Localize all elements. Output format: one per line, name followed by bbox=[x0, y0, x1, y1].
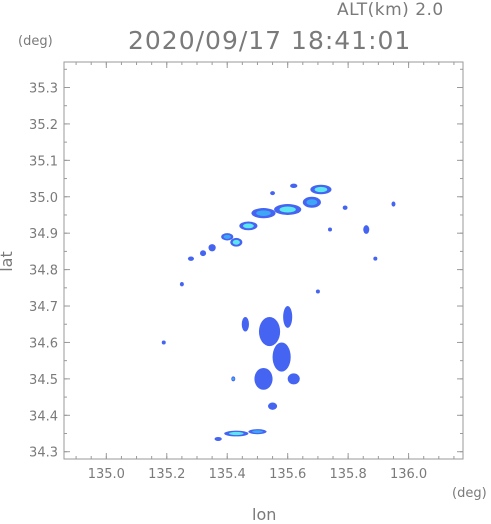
echo-cell bbox=[391, 201, 396, 207]
x-tick-label: 135.0 bbox=[88, 467, 125, 482]
echo-cell bbox=[328, 227, 332, 232]
x-tick-label: 135.8 bbox=[330, 467, 367, 482]
echo-core bbox=[232, 377, 235, 381]
echo-cell bbox=[268, 402, 278, 410]
y-tick-label: 35.0 bbox=[29, 191, 58, 206]
echo-cell bbox=[187, 256, 194, 261]
echo-cell bbox=[342, 205, 348, 210]
echo-cell bbox=[161, 340, 166, 345]
x-axis-unit: (deg) bbox=[452, 486, 487, 501]
echo-core bbox=[229, 431, 244, 436]
x-tick-label: 135.2 bbox=[148, 467, 185, 482]
echo-core bbox=[256, 210, 271, 216]
y-tick-label: 34.7 bbox=[29, 300, 58, 315]
y-tick-label: 35.1 bbox=[29, 154, 58, 169]
y-tick-label: 34.3 bbox=[29, 446, 58, 461]
x-tick-label: 135.4 bbox=[209, 467, 246, 482]
tick-layer: 135.0 135.2 135.4 135.6 135.8 136.0 34.3 34.4 34… bbox=[29, 62, 463, 482]
echo-core bbox=[242, 223, 254, 229]
echo-cell bbox=[254, 367, 273, 390]
y-tick-label: 34.5 bbox=[29, 373, 58, 388]
echo-core bbox=[279, 206, 296, 213]
echo-cell bbox=[214, 436, 222, 441]
echo-cell bbox=[283, 306, 293, 328]
echo-layer bbox=[161, 183, 396, 441]
echo-cell bbox=[363, 225, 370, 234]
x-axis-label: lon bbox=[252, 505, 277, 524]
y-tick-label: 34.6 bbox=[29, 336, 58, 351]
echo-core bbox=[252, 430, 263, 434]
echo-cell bbox=[315, 289, 320, 294]
y-tick-label: 34.4 bbox=[29, 409, 58, 424]
echo-cell bbox=[208, 244, 216, 252]
echo-cell bbox=[272, 342, 291, 372]
echo-cell bbox=[287, 373, 300, 385]
echo-cell bbox=[373, 256, 378, 261]
echo-cell bbox=[290, 183, 298, 189]
x-tick-label: 136.0 bbox=[390, 467, 427, 482]
echo-cell bbox=[241, 316, 249, 332]
timestamp-title: 2020/09/17 18:41:01 bbox=[128, 26, 412, 55]
plot-frame bbox=[63, 61, 464, 460]
x-tick-label: 135.6 bbox=[269, 467, 306, 482]
echo-cell bbox=[200, 250, 207, 257]
y-axis-unit: (deg) bbox=[18, 34, 53, 49]
echo-core bbox=[223, 234, 231, 239]
y-tick-label: 34.8 bbox=[29, 264, 58, 279]
echo-core bbox=[314, 186, 328, 193]
echo-core bbox=[232, 239, 240, 245]
y-tick-label: 35.2 bbox=[29, 118, 58, 133]
echo-core bbox=[306, 199, 318, 206]
y-tick-label: 34.9 bbox=[29, 227, 58, 242]
echo-cell bbox=[179, 281, 184, 287]
echo-cell bbox=[258, 316, 281, 347]
plot-frame-rect bbox=[63, 61, 464, 460]
altitude-label: ALT(km) 2.0 bbox=[337, 0, 444, 20]
y-tick-label: 35.3 bbox=[29, 81, 58, 96]
echo-cell bbox=[270, 191, 275, 196]
